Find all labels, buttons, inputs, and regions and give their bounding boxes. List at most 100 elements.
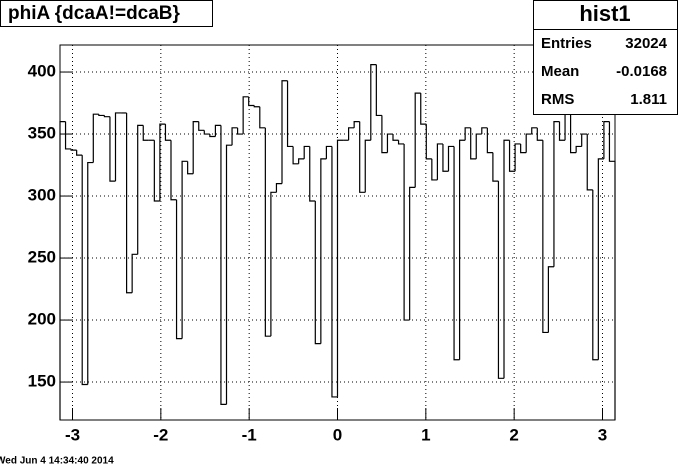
histogram-bin [486, 127, 493, 154]
histogram-bin [203, 130, 210, 135]
histogram-bin [109, 116, 116, 182]
histogram-bin [592, 189, 599, 361]
histogram-bin [164, 124, 171, 141]
histogram-bin [464, 127, 471, 141]
histogram-bin [309, 146, 316, 202]
histogram-bin [514, 143, 521, 172]
histogram-bin [392, 134, 399, 141]
histogram-bin [364, 139, 371, 193]
histogram-bin [531, 127, 538, 135]
histogram-bin [553, 121, 560, 267]
histogram-bin [436, 143, 443, 180]
stats-label: Entries [541, 35, 592, 52]
y-tick-label: 400 [28, 62, 56, 81]
histogram-bin [270, 191, 277, 337]
chart-title: phiA {dcaA!=dcaB} [8, 3, 181, 24]
histogram-bin [503, 139, 510, 379]
histogram-bin [414, 92, 421, 188]
histogram-bin [320, 158, 327, 344]
histogram-bin [542, 140, 549, 334]
histogram-bin [59, 121, 66, 420]
histogram-bin [98, 114, 105, 117]
histogram-bin [447, 145, 455, 172]
histogram-bin [375, 64, 382, 117]
histogram-bin [264, 127, 271, 337]
plot: 150 200 250 300 350 400 -3 -2 -1 0 1 2 3 [28, 45, 616, 444]
histogram-bin [508, 140, 516, 172]
stats-value: 32024 [625, 35, 667, 52]
y-tick-label: 350 [28, 124, 56, 143]
stats-value: 1.811 [630, 91, 667, 108]
histogram-bin [420, 93, 427, 125]
histogram-bin [470, 127, 477, 160]
histogram-bin [608, 121, 616, 420]
histogram-bin [536, 127, 543, 141]
histogram-bin [198, 121, 205, 131]
histogram-bin [442, 143, 449, 172]
histogram-bin [547, 266, 554, 333]
histogram-bin [381, 115, 388, 154]
histogram-bin [475, 133, 482, 159]
histogram-bin [92, 113, 99, 163]
histogram-bin [281, 80, 288, 184]
histogram-bin [453, 146, 460, 361]
histogram-bin [159, 123, 166, 202]
histogram-bin [575, 145, 582, 153]
histogram-bin [292, 146, 299, 165]
histogram-bin [497, 181, 505, 379]
histogram-bin [597, 158, 604, 360]
x-tick-label: -3 [65, 425, 80, 444]
histogram-bin [425, 124, 432, 160]
stats-label: RMS [541, 91, 574, 108]
histogram-bin [359, 121, 366, 193]
histogram-bin [303, 145, 310, 159]
histogram-bin [192, 121, 199, 174]
histogram-bin [586, 134, 593, 191]
histogram-bin [236, 127, 244, 135]
histogram-bin [142, 125, 149, 141]
histogram-bin [603, 121, 610, 159]
x-tick-label: -2 [153, 425, 168, 444]
stats-box: hist1 Entries 32024 Mean -0.0168 RMS 1.811 [533, 0, 678, 115]
title-box [0, 0, 213, 27]
histogram-bin [386, 133, 393, 153]
histogram-bin [325, 145, 332, 159]
histogram-bin [214, 124, 221, 137]
histogram-bin [370, 63, 377, 141]
x-tick-label: 1 [421, 425, 430, 444]
histogram-bin [231, 127, 238, 146]
histogram-bin [558, 121, 566, 141]
histogram-bin [569, 103, 577, 154]
histogram-bin [225, 144, 233, 405]
histogram-bin [520, 143, 527, 154]
histogram-bin [581, 133, 588, 147]
histogram-bin [187, 161, 194, 175]
histogram-bin [431, 158, 438, 181]
histogram-bin [248, 96, 255, 107]
histogram-bin [331, 146, 338, 398]
histogram-bin [348, 127, 355, 141]
histogram-bin [87, 161, 94, 385]
x-tick-label: 3 [598, 425, 607, 444]
stats-title: hist1 [579, 1, 630, 26]
histogram-bin [76, 150, 83, 156]
y-tick-label: 150 [28, 372, 56, 391]
x-tick-label: 2 [509, 425, 518, 444]
histogram-bin [181, 160, 188, 339]
histogram-bin [153, 140, 160, 202]
histogram-bin [286, 80, 294, 148]
histogram-bin [336, 139, 344, 397]
x-tick-label: -1 [242, 425, 257, 444]
stats-frame [533, 0, 678, 115]
histogram-bin [403, 143, 410, 321]
histogram-bin [253, 105, 260, 108]
histogram-bin [259, 106, 266, 129]
stats-value: -0.0168 [616, 63, 667, 80]
footer-date: Wed Jun 4 14:34:40 2014 [0, 456, 114, 467]
histogram-bin [353, 121, 360, 128]
histogram-bin [137, 124, 144, 255]
histogram-bin [209, 134, 216, 138]
histogram-bin [103, 115, 110, 118]
y-tick-label: 250 [28, 248, 56, 267]
